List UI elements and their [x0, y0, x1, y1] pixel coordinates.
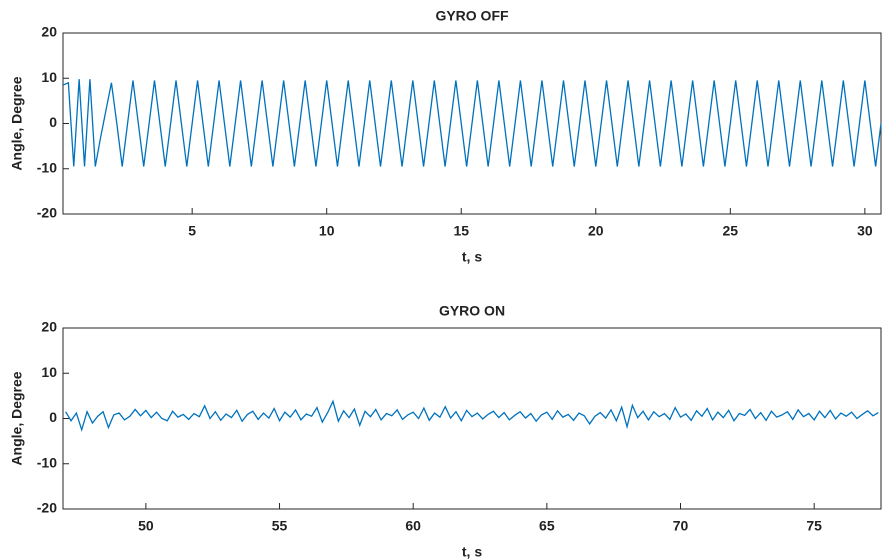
chart-title: GYRO OFF [435, 8, 509, 24]
y-tick-label: -10 [37, 454, 57, 470]
x-tick-label: 15 [453, 223, 469, 239]
data-line [65, 399, 879, 433]
y-axis-label: Angle, Degree [9, 371, 25, 465]
x-tick-label: 55 [272, 518, 288, 534]
y-tick-label: -10 [37, 159, 57, 175]
y-tick-label: 10 [41, 69, 57, 85]
chart-title: GYRO ON [439, 303, 505, 319]
x-tick-label: 5 [188, 223, 196, 239]
x-tick-label: 20 [588, 223, 604, 239]
x-tick-label: 65 [539, 518, 555, 534]
y-axis-label: Angle, Degree [9, 76, 25, 170]
plot-area [62, 327, 882, 510]
x-tick-label: 10 [319, 223, 335, 239]
x-tick-label: 75 [806, 518, 822, 534]
y-tick-label: 10 [41, 364, 57, 380]
x-axis-label: t, s [462, 249, 482, 265]
x-tick-label: 30 [857, 223, 873, 239]
y-tick-label: 20 [41, 24, 57, 40]
y-tick-label: -20 [37, 205, 57, 221]
y-tick-label: 0 [49, 114, 57, 130]
x-tick-label: 70 [673, 518, 689, 534]
y-tick-label: 0 [49, 409, 57, 425]
y-tick-label: -20 [37, 500, 57, 516]
y-tick-label: 20 [41, 319, 57, 335]
x-axis-label: t, s [462, 544, 482, 560]
x-tick-label: 60 [405, 518, 421, 534]
data-line [62, 79, 882, 167]
x-tick-label: 25 [723, 223, 739, 239]
x-tick-label: 50 [138, 518, 154, 534]
